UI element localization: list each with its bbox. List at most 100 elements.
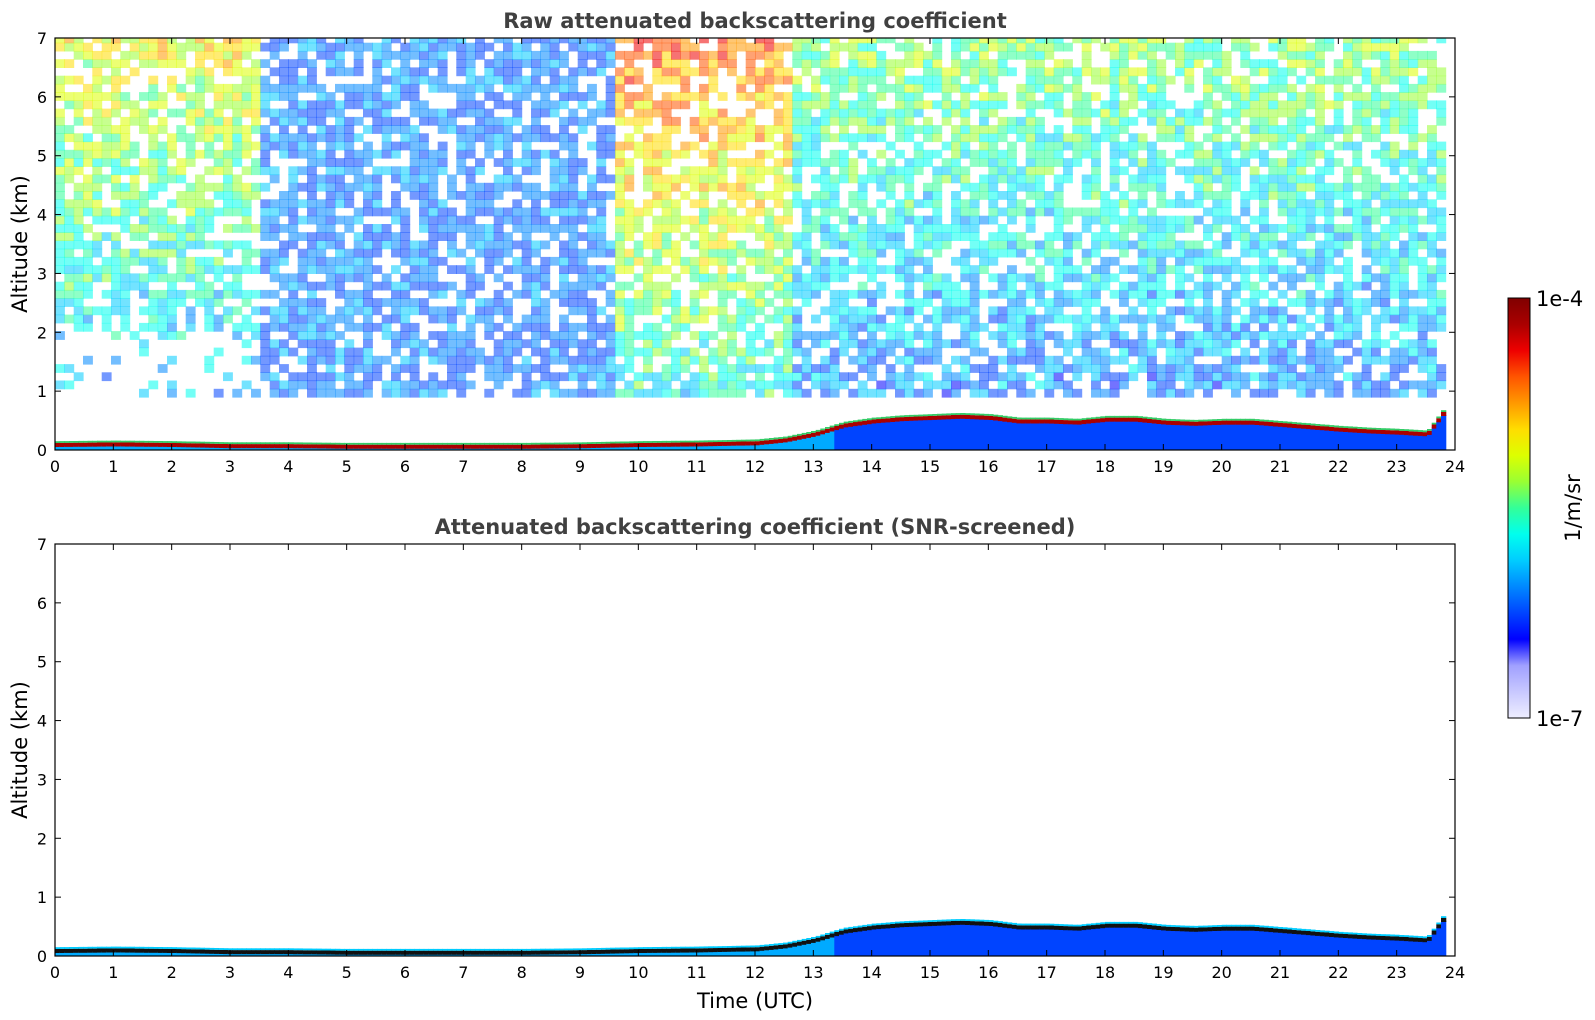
noise-cell — [1380, 388, 1391, 398]
layer-fill — [330, 447, 336, 450]
noise-cell — [241, 289, 252, 299]
noise-cell — [671, 298, 681, 307]
noise-cell — [1165, 116, 1176, 126]
noise-cell — [1203, 380, 1213, 390]
noise-cell — [391, 364, 401, 373]
noise-cell — [1352, 149, 1363, 159]
noise-cell — [605, 355, 616, 365]
noise-cell — [624, 116, 635, 126]
noise-cell — [1249, 191, 1260, 200]
noise-cell — [773, 75, 784, 85]
noise-cell — [559, 339, 569, 349]
noise-cell — [1147, 116, 1157, 126]
noise-cell — [391, 199, 401, 209]
noise-cell — [1315, 331, 1325, 340]
noise-cell — [1081, 116, 1092, 126]
noise-cell — [680, 38, 691, 44]
noise-cell — [139, 289, 149, 299]
noise-cell — [820, 388, 831, 398]
noise-cell — [129, 50, 140, 60]
layer-edge — [106, 440, 112, 443]
noise-cell — [577, 273, 588, 283]
noise-cell — [1175, 149, 1185, 159]
noise-cell — [969, 199, 980, 209]
noise-cell — [157, 224, 168, 233]
noise-cell — [1389, 100, 1400, 110]
noise-cell — [307, 215, 317, 225]
noise-cell — [260, 372, 271, 382]
noise-cell — [736, 116, 747, 126]
noise-cell — [1203, 339, 1213, 349]
noise-cell — [213, 182, 224, 192]
noise-cell — [745, 331, 756, 340]
noise-cell — [1053, 59, 1064, 68]
noise-cell — [64, 215, 75, 225]
noise-cell — [988, 174, 999, 184]
noise-cell — [1212, 116, 1223, 126]
noise-cell — [1333, 322, 1344, 332]
noise-cell — [521, 265, 532, 274]
noise-cell — [1072, 83, 1083, 93]
noise-cell — [111, 149, 121, 159]
noise-cell — [1333, 331, 1344, 340]
noise-cell — [1380, 191, 1391, 200]
noise-cell — [409, 141, 420, 151]
noise-cell — [783, 289, 793, 299]
noise-cell — [1305, 388, 1316, 398]
noise-cell — [792, 281, 803, 291]
noise-cell — [1072, 141, 1083, 151]
noise-cell — [1277, 331, 1288, 340]
noise-cell — [279, 339, 289, 349]
noise-cell — [521, 314, 532, 324]
noise-cell — [848, 141, 859, 151]
noise-cell — [185, 42, 196, 52]
noise-cell — [1268, 166, 1279, 176]
noise-cell — [1063, 240, 1073, 250]
noise-cell — [876, 38, 887, 44]
noise-cell — [83, 42, 93, 52]
noise-cell — [1380, 248, 1391, 258]
noise-cell — [708, 372, 719, 382]
noise-cell — [1315, 314, 1325, 324]
noise-cell — [344, 248, 355, 258]
noise-cell — [559, 83, 569, 93]
noise-cell — [400, 298, 411, 307]
noise-cell — [1240, 207, 1251, 217]
noise-cell — [540, 100, 551, 110]
noise-cell — [1165, 42, 1176, 52]
noise-cell — [1352, 166, 1363, 176]
noise-cell — [708, 306, 719, 316]
noise-cell — [568, 256, 579, 266]
noise-cell — [1035, 199, 1045, 209]
noise-cell — [307, 232, 317, 241]
noise-cell — [185, 232, 196, 241]
noise-cell — [503, 158, 513, 167]
noise-cell — [643, 92, 653, 101]
layer-top-band — [339, 444, 345, 449]
noise-cell — [1287, 298, 1297, 307]
noise-cell — [521, 166, 532, 176]
noise-cell — [344, 166, 355, 176]
noise-cell — [1361, 133, 1372, 143]
noise-cell — [1259, 83, 1269, 93]
noise-cell — [773, 306, 784, 316]
noise-cell — [1268, 281, 1279, 291]
noise-cell — [867, 347, 877, 357]
layer-top-band — [372, 444, 378, 449]
noise-cell — [1184, 116, 1195, 126]
noise-cell — [1175, 256, 1185, 266]
noise-cell — [624, 331, 635, 340]
noise-cell — [615, 182, 625, 192]
noise-cell — [204, 281, 215, 291]
noise-cell — [1128, 207, 1139, 217]
noise-cell — [139, 191, 149, 200]
noise-cell — [792, 92, 803, 101]
noise-cell — [559, 289, 569, 299]
noise-cell — [857, 116, 868, 126]
noise-cell — [671, 364, 681, 373]
noise-cell — [997, 331, 1008, 340]
noise-cell — [857, 83, 868, 93]
noise-cell — [969, 224, 980, 233]
noise-cell — [839, 215, 849, 225]
layer-top-band — [311, 444, 317, 449]
